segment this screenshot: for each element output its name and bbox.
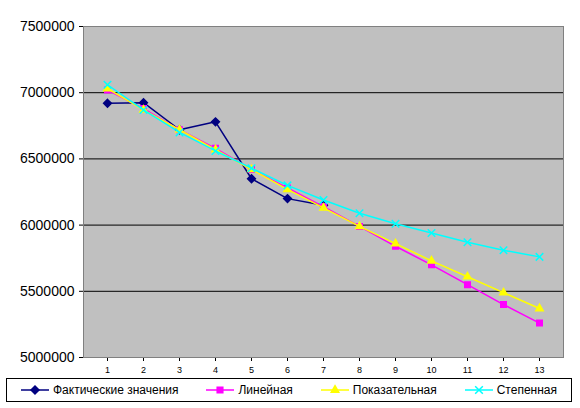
svg-text:7500000: 7500000 [20,18,75,34]
svg-text:5000000: 5000000 [20,349,75,365]
svg-text:1: 1 [105,365,110,374]
svg-text:5: 5 [249,365,254,374]
html-text:Показательная: Показательная [352,383,437,397]
svg-text:7: 7 [321,365,326,374]
svg-text:9: 9 [393,365,398,374]
svg-text:7000000: 7000000 [20,84,75,100]
svg-text:4: 4 [213,365,218,374]
svg-text:5500000: 5500000 [20,283,75,299]
svg-text:6: 6 [285,365,290,374]
svg-text:10: 10 [426,365,436,374]
svg-text:6000000: 6000000 [20,217,75,233]
svg-text:8: 8 [357,365,362,374]
svg-text:13: 13 [534,365,544,374]
svg-text:11: 11 [463,365,472,374]
svg-text:12: 12 [498,365,508,374]
html-text:Линейная: Линейная [238,383,293,397]
svg-text:2: 2 [141,365,146,374]
html-text:Фактические значения: Фактические значения [53,383,179,397]
svg-text:3: 3 [177,365,182,374]
html-text:Степенная: Степенная [496,383,557,397]
svg-text:6500000: 6500000 [20,150,75,166]
